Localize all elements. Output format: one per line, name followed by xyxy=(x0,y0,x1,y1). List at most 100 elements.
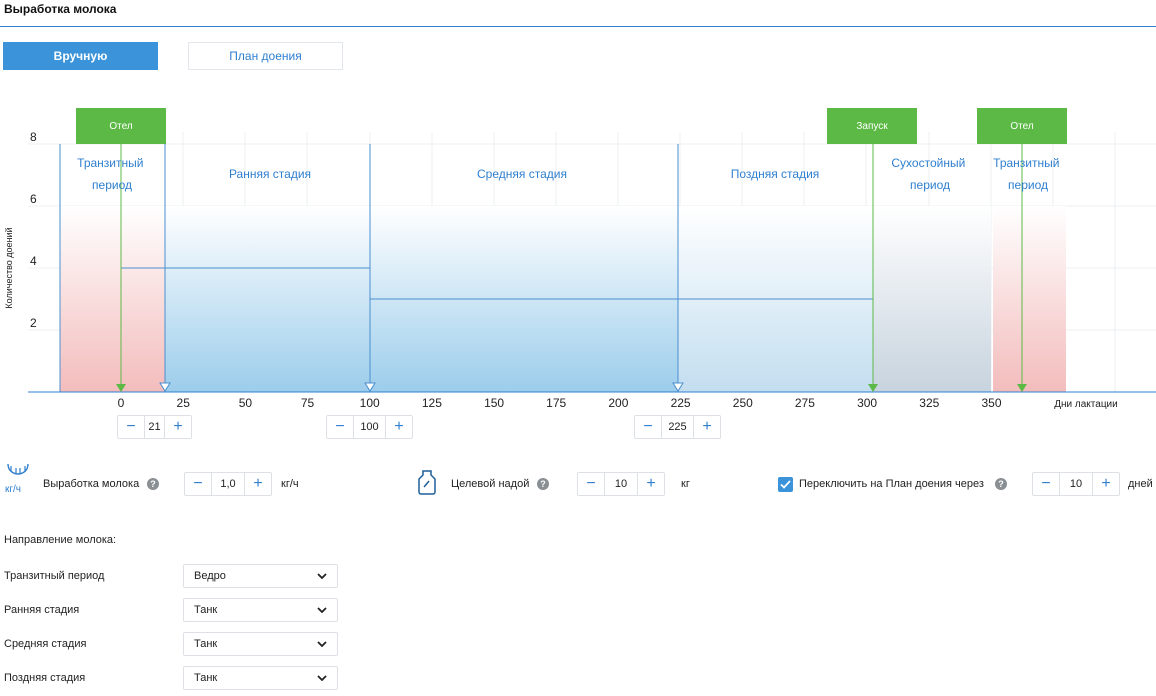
x-tick-label: 125 xyxy=(422,396,442,410)
stage-label-transit-1-text-line2: период xyxy=(92,178,132,192)
stage-label-transit-2-text-line2: период xyxy=(1008,178,1048,192)
target-yield-stepper[interactable]: − 10 + xyxy=(577,472,665,496)
milk-flow-icon-unit: кг/ч xyxy=(5,484,22,495)
middle-end-stepper[interactable]: − 225 + xyxy=(634,415,721,439)
x-tick-label: 225 xyxy=(671,396,691,410)
early-end-value[interactable]: 100 xyxy=(353,416,386,438)
flag-label-calving-2: Отел xyxy=(1010,121,1033,132)
direction-select-value: Танк xyxy=(194,638,218,650)
target-yield-plus-button[interactable]: + xyxy=(646,475,656,492)
middle-end-value[interactable]: 225 xyxy=(661,416,694,438)
chevron-down-icon xyxy=(317,641,327,647)
chevron-down-icon xyxy=(317,573,327,579)
target-yield-minus-button[interactable]: − xyxy=(586,475,596,492)
switch-plan-value[interactable]: 10 xyxy=(1059,473,1093,495)
target-yield-unit: кг xyxy=(681,478,690,490)
x-tick-label: 250 xyxy=(733,396,753,410)
milk-rate-label: Выработка молока xyxy=(43,478,140,490)
x-tick-label: 175 xyxy=(546,396,566,410)
lactation-chart: Отел Запуск Отел Транзитный период Рання… xyxy=(4,108,1156,410)
handle-transit-early xyxy=(159,382,171,392)
target-yield-value[interactable]: 10 xyxy=(604,473,638,495)
switch-plan-plus-button[interactable]: + xyxy=(1101,475,1111,492)
x-tick-label: 25 xyxy=(177,396,191,410)
stage-label-transit-1-text: Транзитный xyxy=(77,156,143,170)
milk-flow-icon: кг/ч xyxy=(5,460,31,496)
stage-label-middle: Средняя стадия xyxy=(477,167,567,181)
milk-direction-title: Направление молока: xyxy=(4,534,117,546)
middle-end-minus-button[interactable]: − xyxy=(643,418,653,435)
x-tick-label: 50 xyxy=(239,396,253,410)
x-tick-label: 325 xyxy=(919,396,939,410)
area-transit-start xyxy=(60,206,165,392)
x-axis-title: Дни лактации xyxy=(1054,399,1117,410)
chevron-down-icon xyxy=(317,607,327,613)
y-axis-title: Количество доений xyxy=(4,227,14,308)
direction-select-middle[interactable]: Танк xyxy=(183,632,338,656)
direction-row-label: Поздняя стадия xyxy=(4,672,86,684)
direction-row-label: Транзитный период xyxy=(4,570,105,582)
direction-select-early[interactable]: Танк xyxy=(183,598,338,622)
x-tick-label: 300 xyxy=(857,396,877,410)
switch-plan-stepper[interactable]: − 10 + xyxy=(1032,472,1120,496)
x-tick-labels: 0 25 50 75 100 125 150 175 200 225 250 275 300 325 350 xyxy=(118,396,1002,410)
flag-calving-1 xyxy=(76,108,166,392)
target-yield-label: Целевой надой xyxy=(451,478,530,490)
milk-bottle-icon xyxy=(416,469,438,495)
target-yield-help-icon[interactable]: ? xyxy=(537,478,549,490)
early-end-stepper[interactable]: − 100 + xyxy=(326,415,413,439)
y-tick-4: 4 xyxy=(30,254,37,268)
milk-rate-stepper[interactable]: − 1,0 + xyxy=(184,472,272,496)
stage-label-dry: Сухостойный период xyxy=(891,156,968,192)
switch-plan-help-icon[interactable]: ? xyxy=(995,478,1007,490)
switch-plan-unit: дней xyxy=(1128,478,1153,490)
stage-label-dry-text-line2: период xyxy=(910,178,950,192)
x-tick-label: 275 xyxy=(795,396,815,410)
x-tick-label: 200 xyxy=(608,396,628,410)
stage-label-transit-2: Транзитный период xyxy=(993,156,1063,192)
stage-label-late: Поздняя стадия xyxy=(731,167,820,181)
middle-end-plus-button[interactable]: + xyxy=(702,418,712,435)
milk-rate-unit: кг/ч xyxy=(281,478,299,490)
direction-select-transit[interactable]: Ведро xyxy=(183,564,338,588)
transit-end-value[interactable]: 21 xyxy=(144,416,165,438)
y-tick-2: 2 xyxy=(30,316,37,330)
early-end-plus-button[interactable]: + xyxy=(394,418,404,435)
y-tick-8: 8 xyxy=(30,130,37,144)
chevron-down-icon xyxy=(317,675,327,681)
area-early xyxy=(165,206,370,392)
transit-end-stepper[interactable]: − 21 + xyxy=(117,415,192,439)
area-dry xyxy=(873,206,991,392)
x-tick-label: 0 xyxy=(118,396,125,410)
switch-plan-checkbox[interactable] xyxy=(778,477,793,492)
milk-rate-minus-button[interactable]: − xyxy=(193,475,203,492)
switch-plan-label: Переключить на План доения через xyxy=(799,478,984,490)
udder-icon xyxy=(7,463,29,475)
tab-manual[interactable]: Вручную xyxy=(3,42,158,70)
title-divider xyxy=(0,26,1156,27)
x-tick-label: 350 xyxy=(981,396,1001,410)
milk-rate-help-icon[interactable]: ? xyxy=(147,478,159,490)
stage-label-early: Ранняя стадия xyxy=(229,167,311,181)
handle-middle-late xyxy=(672,382,684,392)
early-end-minus-button[interactable]: − xyxy=(335,418,345,435)
direction-select-value: Танк xyxy=(194,604,218,616)
y-tick-6: 6 xyxy=(30,192,37,206)
direction-select-late[interactable]: Танк xyxy=(183,666,338,690)
switch-plan-minus-button[interactable]: − xyxy=(1041,475,1051,492)
page-title: Выработка молока xyxy=(4,2,117,16)
tab-milking-plan[interactable]: План доения xyxy=(188,42,343,70)
flag-label-dry-off: Запуск xyxy=(856,121,888,132)
direction-select-value: Танк xyxy=(194,672,218,684)
milk-rate-value[interactable]: 1,0 xyxy=(211,473,245,495)
flag-label-calving-1: Отел xyxy=(109,121,132,132)
flag-dry-off xyxy=(827,108,917,392)
transit-end-minus-button[interactable]: − xyxy=(126,418,136,435)
transit-end-plus-button[interactable]: + xyxy=(173,418,183,435)
check-icon xyxy=(780,480,791,489)
stage-label-transit-1: Транзитный период xyxy=(77,156,147,192)
handle-early-middle xyxy=(364,382,376,392)
milk-rate-plus-button[interactable]: + xyxy=(253,475,263,492)
direction-select-value: Ведро xyxy=(194,570,226,582)
x-tick-label: 75 xyxy=(301,396,315,410)
